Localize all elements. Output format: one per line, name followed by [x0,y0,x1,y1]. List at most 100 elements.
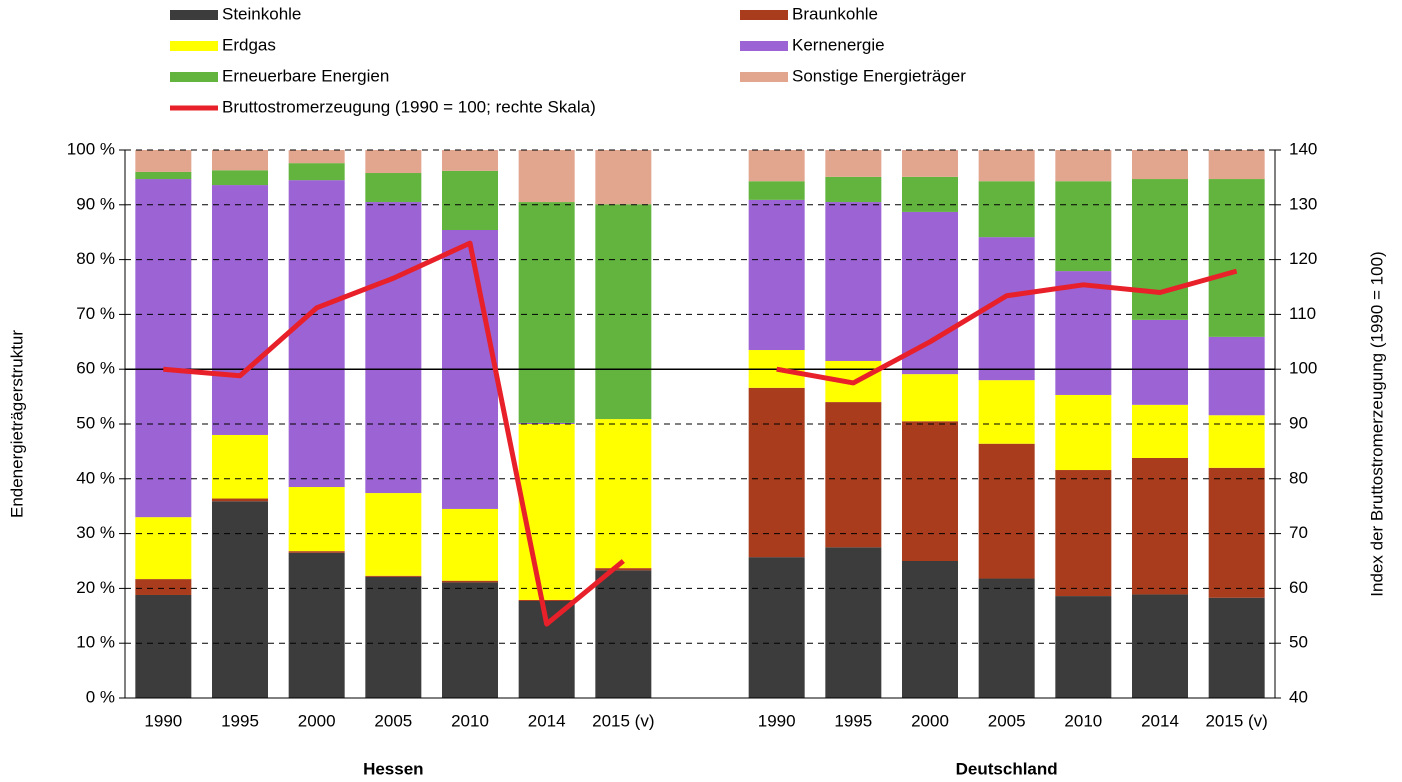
bar-segment [1208,415,1265,468]
bar-segment [518,424,575,600]
bar-segment [978,181,1035,238]
bar-segment [978,578,1035,698]
bar-segment [825,547,882,698]
bar-segment [902,374,958,422]
x-tick-label: 2014 [1141,711,1179,730]
y2-tick-label: 90 [1289,413,1308,432]
x-tick-label: 2015 (v) [1205,711,1267,730]
x-tick-label: 2005 [374,711,412,730]
y2-tick-label: 130 [1289,194,1317,213]
group-label: Hessen [363,759,423,778]
bar-segment [442,150,498,171]
bar-segment [365,150,422,174]
bar-segment [518,202,575,423]
x-tick-label: 2014 [528,711,566,730]
bar-segment [135,517,192,580]
y-tick-label: 10 % [76,633,115,652]
bar-segment [595,570,652,698]
bar-segment [748,557,805,698]
y2-tick-label: 120 [1289,249,1317,268]
bar-segment [1055,150,1112,182]
y-tick-label: 60 % [76,359,115,378]
y2-tick-label: 80 [1289,468,1308,487]
bar-segment [902,211,958,375]
bar-segment [748,387,805,558]
bar-segment [365,575,422,577]
bar-segment [135,579,192,595]
bar-segment [595,150,652,205]
bar-segment [978,150,1035,182]
bar-segment [212,434,268,499]
legend-label: Bruttostromerzeugung (1990 = 100; rechte… [222,97,596,116]
y2-axis-label: Index der Bruttostromerzeugung (1990 = 1… [1367,251,1386,596]
bar-segment [288,150,345,164]
y-tick-label: 70 % [76,304,115,323]
bar-segment [1055,470,1112,597]
legend-label: Kernenergie [792,35,885,54]
legend-label: Braunkohle [792,4,878,23]
bar-segment [365,493,422,576]
bar-segment [1208,179,1265,337]
legend-swatch [170,41,218,51]
legend-swatch [740,10,788,20]
y2-tick-label: 110 [1289,304,1316,323]
bar-segment [1208,467,1265,598]
bar-segment [1055,596,1112,698]
y2-tick-label: 140 [1289,139,1317,158]
legend-label: Steinkohle [222,4,301,23]
x-tick-label: 2000 [298,711,336,730]
bar-segment [442,582,498,698]
bar-segment [518,422,575,424]
bar-segment [825,402,882,548]
bar-segment [902,176,958,212]
bar-segment [365,576,422,698]
x-tick-label: 2015 (v) [592,711,654,730]
bar-segment [1055,271,1112,395]
bar-segment [442,580,498,583]
bar-segment [135,150,192,172]
y-tick-label: 0 % [86,687,115,706]
y2-tick-label: 40 [1289,687,1308,706]
bar-segment [1132,404,1188,458]
bar-segment [212,150,268,171]
bar-segment [1055,181,1112,272]
bar-segment [1132,150,1188,180]
y-axis-label: Endenergieträgerstruktur [7,330,26,518]
bar-segment [1132,594,1188,698]
group-label: Deutschland [956,759,1058,778]
bar-segment [825,202,882,361]
bar-segment [1132,319,1188,405]
bar-segment [595,419,652,569]
x-tick-label: 1995 [221,711,259,730]
bar-segment [748,150,805,182]
x-tick-label: 2010 [1064,711,1102,730]
bar-segment [978,380,1035,444]
y2-tick-label: 50 [1289,633,1308,652]
bar-segment [595,204,652,420]
bar-segment [1132,179,1188,320]
bar-segment [288,551,345,553]
bar-segment [212,185,268,435]
x-tick-label: 1990 [758,711,796,730]
legend-swatch [170,10,218,20]
y-tick-label: 100 % [67,139,115,158]
bar-segment [212,501,268,698]
y-tick-label: 50 % [76,413,115,432]
x-tick-label: 2005 [988,711,1026,730]
y-tick-label: 90 % [76,194,115,213]
bar-segment [288,487,345,552]
bar-segment [595,568,652,571]
bar-segment [288,180,345,488]
y2-tick-label: 70 [1289,523,1308,542]
bar-segment [902,421,958,561]
bar-segment [825,150,882,177]
legend-swatch [740,72,788,82]
bar-segment [365,173,422,203]
bar-segment [978,443,1035,579]
x-tick-label: 2010 [451,711,489,730]
bar-segment [825,176,882,203]
bar-segment [1132,457,1188,595]
y-tick-label: 20 % [76,578,115,597]
bar-segment [135,171,192,180]
